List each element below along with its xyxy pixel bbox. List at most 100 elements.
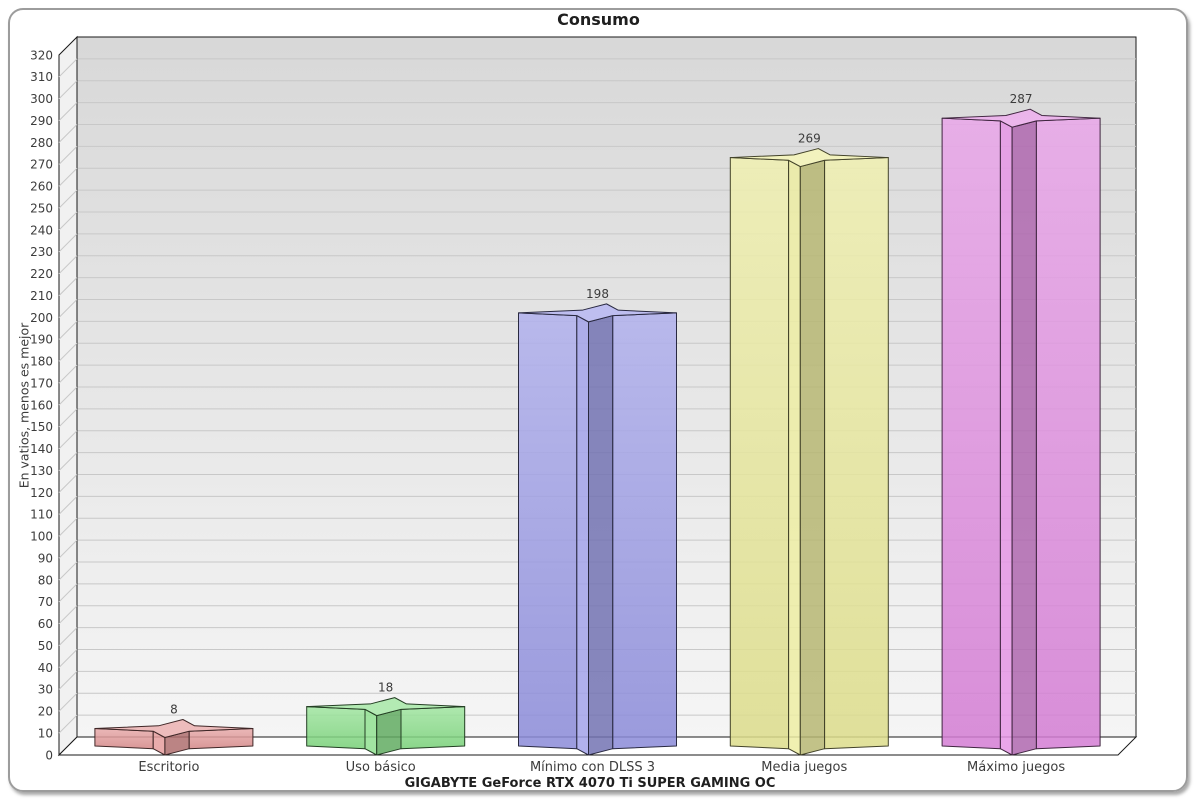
y-tick-label: 260 [30, 180, 53, 194]
bar-face [518, 312, 578, 750]
bar-face [824, 157, 889, 750]
y-tick-label: 90 [38, 551, 53, 565]
bar-4: 269 [729, 132, 889, 756]
y-tick-label: 160 [30, 398, 53, 412]
bar-2: 18 [306, 681, 466, 756]
gridline-stub [58, 627, 78, 646]
bar-face [364, 708, 378, 756]
gridline-stub [58, 255, 78, 275]
y-tick-label: 270 [30, 158, 53, 172]
bar-face [376, 708, 402, 756]
gridline-stub [58, 496, 78, 515]
gridline-stub [58, 124, 78, 143]
gridline-stub [58, 692, 78, 712]
bar-top-face [94, 719, 254, 738]
bar-value-label: 198 [586, 287, 609, 301]
x-axis-title: GIGABYTE GeForce RTX 4070 Ti SUPER GAMIN… [404, 776, 776, 791]
y-tick-label: 150 [30, 420, 53, 434]
y-tick-label: 30 [38, 683, 53, 697]
y-tick-label: 110 [30, 508, 53, 522]
gridline-stub [58, 517, 78, 537]
y-tick-label: 190 [30, 333, 53, 347]
bar-face [612, 312, 677, 750]
gridline-stub [58, 561, 78, 581]
y-tick-label: 120 [30, 486, 53, 500]
y-tick-label: 300 [30, 92, 53, 106]
y-tick-label: 70 [38, 595, 53, 609]
category-label: Uso básico [346, 760, 416, 775]
gridline-stub [58, 714, 78, 734]
bar-top-face [941, 108, 1101, 128]
chart-title: Consumo [557, 10, 640, 29]
bar-5: 287 [941, 92, 1101, 756]
y-tick-label: 40 [38, 661, 53, 675]
bar-value-label: 8 [170, 703, 178, 717]
y-tick-label: 310 [30, 70, 53, 84]
y-tick-label: 220 [30, 267, 53, 281]
y-tick-label: 170 [30, 376, 53, 390]
bar-top-face [306, 697, 466, 717]
gridline-stub [58, 342, 78, 362]
y-tick-label: 10 [38, 726, 53, 740]
category-label: Máximo juegos [967, 760, 1065, 775]
bar-face [729, 157, 790, 750]
bar-face [94, 728, 154, 750]
y-tick-label: 180 [30, 355, 53, 369]
gridline-stub [58, 649, 78, 668]
bar-face [1035, 117, 1101, 750]
bar-face [941, 117, 1001, 750]
gridline-stub [58, 408, 78, 428]
gridline-stub [58, 146, 78, 165]
gridline-stub [58, 58, 78, 78]
y-tick-label: 290 [30, 114, 53, 128]
gridline-stub [58, 430, 78, 450]
category-label: Escritorio [138, 760, 199, 775]
bar-value-label: 18 [378, 681, 393, 695]
y-tick-label: 280 [30, 136, 53, 150]
y-tick-label: 140 [30, 442, 53, 456]
gridline-stub [58, 189, 78, 209]
bar-face [306, 706, 366, 750]
gridline-stub [58, 386, 78, 406]
bar-face [188, 728, 254, 750]
y-tick-label: 210 [30, 289, 53, 303]
y-tick-label: 60 [38, 617, 53, 631]
gridline-stub [58, 474, 78, 493]
y-tick-label: 130 [30, 464, 53, 478]
bar-top-face [518, 303, 677, 323]
y-tick-label: 20 [38, 705, 53, 719]
category-label: Media juegos [761, 760, 847, 775]
bar-face [400, 706, 466, 750]
gridline-stub [58, 80, 78, 100]
gridline-stub [58, 211, 78, 231]
gridline-stub [58, 299, 78, 318]
y-tick-label: 250 [30, 201, 53, 215]
bar-face [576, 315, 589, 756]
gridline-stub [58, 452, 78, 471]
bar-face [588, 315, 614, 756]
bar-3: 198 [518, 287, 677, 756]
y-tick-label: 100 [30, 530, 53, 544]
y-tick-label: 80 [38, 573, 53, 587]
y-axis-title: En vatios, menos es mejor [16, 322, 32, 489]
gridline-stub [58, 671, 78, 690]
bar-face [788, 159, 801, 756]
y-tick-label: 200 [30, 311, 53, 325]
gridline-stub [58, 102, 78, 121]
gridline-stub [58, 364, 78, 384]
gridline-stub [58, 321, 78, 340]
bar-face [999, 120, 1013, 756]
gridline-stub [58, 539, 78, 559]
gridline-stub [58, 583, 78, 603]
gridline-stub [58, 277, 78, 296]
gridline-stub [58, 233, 78, 253]
y-tick-label: 50 [38, 639, 53, 653]
bar-value-label: 287 [1010, 92, 1033, 106]
bar-top-face [729, 148, 889, 168]
bar-face [799, 159, 826, 756]
gridline-stub [58, 167, 78, 187]
bar-face [1011, 120, 1037, 756]
category-label: Mínimo con DLSS 3 [530, 760, 655, 775]
